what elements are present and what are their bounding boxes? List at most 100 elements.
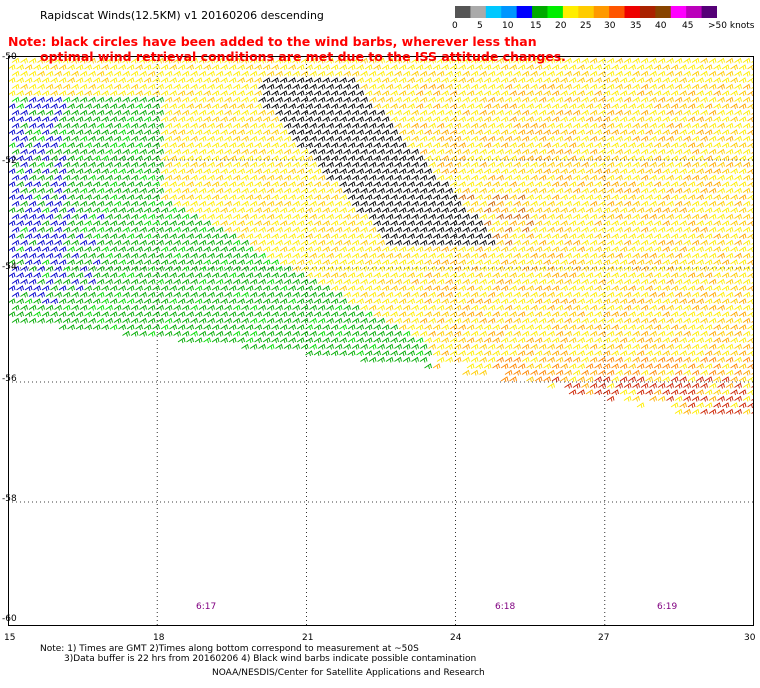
wind-barb: [483, 363, 492, 370]
wind-barb: [662, 103, 670, 110]
wind-barb: [738, 298, 747, 305]
wind-barb: [666, 265, 674, 272]
wind-barb: [364, 103, 373, 110]
wind-barb: [296, 103, 305, 110]
wind-barb: [517, 116, 526, 123]
wind-barb: [241, 109, 249, 116]
wind-barb: [717, 174, 725, 181]
wind-barb: [679, 259, 687, 266]
wind-barb: [58, 116, 67, 123]
wind-barb: [462, 174, 470, 181]
wind-barb: [679, 64, 687, 71]
wind-barb: [105, 174, 113, 181]
wind-barb: [564, 265, 572, 272]
wind-barb: [390, 233, 398, 240]
wind-barb: [615, 265, 623, 272]
wind-barb: [373, 246, 381, 253]
wind-barb: [317, 174, 326, 181]
wind-barb: [288, 64, 296, 71]
wind-barb: [330, 311, 339, 318]
wind-barb: [334, 278, 343, 285]
wind-barb: [156, 304, 164, 311]
wind-barb: [122, 109, 130, 116]
wind-barb: [279, 155, 288, 162]
wind-barb: [139, 83, 147, 90]
wind-barb: [725, 304, 734, 311]
wind-barb: [496, 83, 504, 90]
wind-barb: [381, 155, 390, 162]
wind-barb: [619, 246, 628, 253]
wind-barb: [632, 83, 640, 90]
wind-barb: [262, 155, 271, 162]
wind-barb: [105, 226, 113, 233]
wind-barb: [147, 239, 156, 246]
wind-barb: [118, 129, 126, 136]
time-label: 6:19: [657, 602, 678, 612]
wind-barb: [215, 174, 224, 181]
wind-barb: [45, 252, 54, 259]
wind-barb: [143, 285, 152, 292]
wind-barb: [207, 83, 215, 90]
wind-barb: [458, 207, 466, 214]
wind-barb: [415, 129, 424, 136]
wind-barb: [143, 181, 152, 188]
wind-barb: [241, 83, 249, 90]
wind-barb: [186, 272, 194, 279]
wind-barb: [33, 129, 41, 136]
wind-barb: [458, 77, 466, 84]
wind-barb: [628, 155, 636, 162]
wind-barb: [666, 252, 674, 259]
wind-barb: [334, 187, 343, 194]
wind-barb: [313, 168, 322, 175]
wind-barb: [653, 337, 662, 344]
wind-barb: [360, 278, 368, 285]
wind-barb: [152, 246, 160, 253]
wind-barb: [105, 304, 113, 311]
wind-barb: [11, 317, 20, 324]
wind-barb: [20, 265, 28, 272]
wind-barb: [245, 116, 254, 123]
wind-barb: [228, 64, 237, 71]
wind-barb: [139, 252, 147, 259]
wind-barb: [322, 272, 330, 279]
wind-barb: [20, 187, 28, 194]
wind-barb: [394, 135, 402, 142]
wind-barb: [708, 395, 717, 402]
wind-barb: [628, 285, 636, 292]
wind-barb: [674, 356, 683, 363]
wind-barb: [496, 122, 504, 129]
wind-barb: [500, 155, 509, 162]
wind-barb: [462, 239, 470, 246]
wind-barb: [203, 285, 211, 292]
wind-barb: [734, 304, 742, 311]
wind-barb: [207, 57, 215, 64]
wind-barb: [517, 272, 526, 279]
wind-barb: [266, 96, 275, 103]
wind-barb: [288, 285, 296, 292]
wind-barb: [279, 142, 288, 149]
wind-barb: [504, 187, 513, 194]
wind-barb: [271, 285, 279, 292]
wind-barb: [708, 226, 717, 233]
wind-barb: [20, 239, 28, 246]
wind-barb: [538, 356, 547, 363]
wind-barb: [139, 96, 147, 103]
wind-barb: [262, 90, 271, 97]
wind-barb: [696, 337, 704, 344]
wind-barb: [662, 129, 670, 136]
wind-barb: [118, 168, 126, 175]
wind-barb: [67, 90, 75, 97]
wind-barb: [453, 252, 462, 259]
wind-barb: [249, 278, 258, 285]
wind-barb: [466, 181, 475, 188]
wind-barb: [530, 265, 538, 272]
wind-barb: [368, 356, 377, 363]
wind-barb: [619, 233, 628, 240]
wind-barb: [28, 317, 37, 324]
wind-barb: [424, 324, 432, 331]
wind-barb: [696, 363, 704, 370]
wind-barb: [20, 122, 28, 129]
wind-barb: [152, 194, 160, 201]
wind-barb: [730, 350, 738, 357]
wind-barb: [530, 109, 538, 116]
